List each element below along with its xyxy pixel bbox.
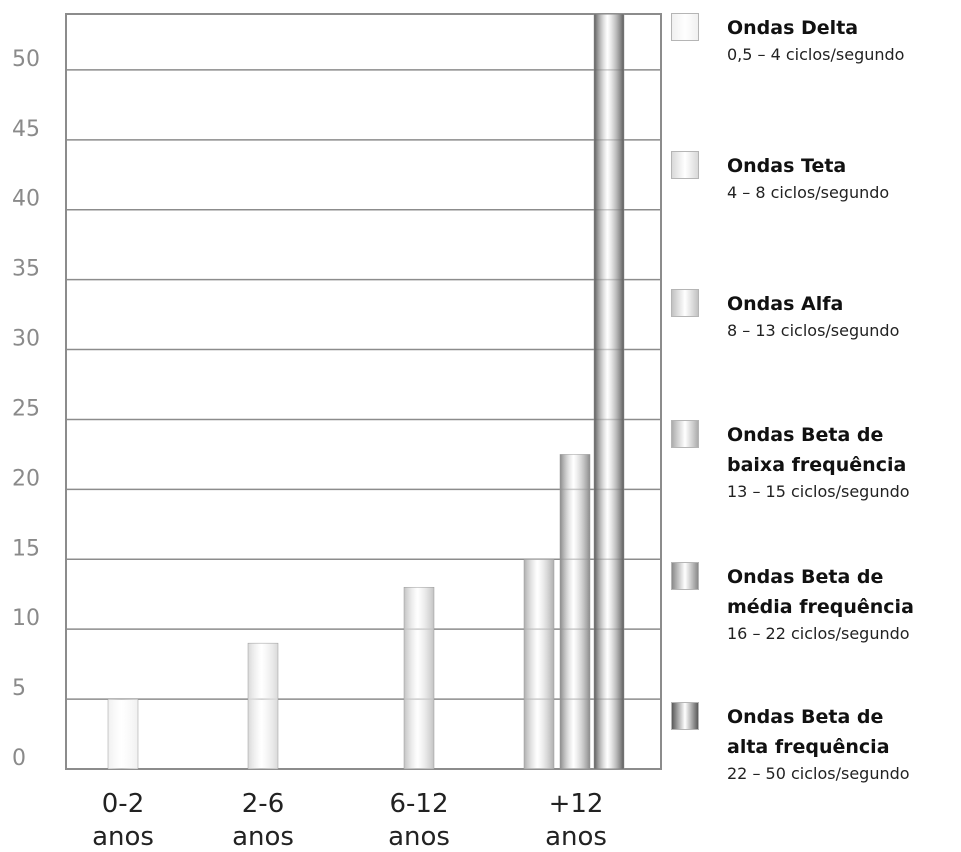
legend-swatch xyxy=(671,151,699,179)
legend-item: Ondas Beta de baixa frequência 13 – 15 cic… xyxy=(671,420,961,501)
legend-name-line: alta frequência xyxy=(727,736,890,758)
legend-swatch xyxy=(671,420,699,448)
legend-swatch xyxy=(671,289,699,317)
bar xyxy=(107,698,139,770)
legend-frequency-range: 8 – 13 ciclos/segundo xyxy=(727,321,900,340)
legend-name-line: Ondas Teta xyxy=(727,155,847,177)
legend-series-name: Ondas Teta xyxy=(727,151,957,181)
legend-frequency-range: 4 – 8 ciclos/segundo xyxy=(727,183,890,202)
legend-swatch xyxy=(671,562,699,590)
grid-layer: 0 5 10 15 20 25 30 35 40 45 50 xyxy=(12,13,662,771)
x-tick-label-unit: anos xyxy=(545,822,607,852)
legend-name-line: Ondas Beta de xyxy=(727,424,884,446)
x-tick-label: 6-12 xyxy=(389,789,448,819)
bar-layer xyxy=(107,13,625,770)
plot-frame xyxy=(65,13,662,770)
y-tick-label: 15 xyxy=(12,536,40,561)
legend-name-line: Ondas Delta xyxy=(727,17,859,39)
bar xyxy=(523,559,555,770)
bar xyxy=(593,13,625,770)
legend-name-line: Ondas Beta de xyxy=(727,566,884,588)
legend-item: Ondas Alfa 8 – 13 ciclos/segundo xyxy=(671,289,961,369)
y-tick-label: 30 xyxy=(12,327,40,352)
y-tick-label: 20 xyxy=(12,466,40,491)
legend-series-name: Ondas Beta de alta frequência xyxy=(727,702,957,762)
x-tick-label-unit: anos xyxy=(232,822,294,852)
x-tick-label: 2-6 xyxy=(242,789,284,819)
legend-series-name: Ondas Beta de baixa frequência xyxy=(727,420,957,480)
y-tick-label: 10 xyxy=(12,606,40,631)
legend-frequency-range: 0,5 – 4 ciclos/segundo xyxy=(727,45,905,64)
y-tick-label: 5 xyxy=(12,676,26,701)
legend-frequency-range: 16 – 22 ciclos/segundo xyxy=(727,624,910,643)
x-tick-label: 0-2 xyxy=(102,789,144,819)
x-tick-label-unit: anos xyxy=(92,822,154,852)
legend-series-name: Ondas Beta de média frequência xyxy=(727,562,957,622)
bar xyxy=(247,642,279,770)
legend-item: Ondas Beta de alta frequência 22 – 50 cicl… xyxy=(671,702,961,783)
legend-name-line: Ondas Alfa xyxy=(727,293,844,315)
y-tick-label: 40 xyxy=(12,187,40,212)
y-tick-label: 45 xyxy=(12,117,40,142)
y-tick-label: 0 xyxy=(12,746,26,771)
y-tick-label: 25 xyxy=(12,396,40,421)
x-tick-label: +12 xyxy=(549,789,604,819)
y-tick-label: 35 xyxy=(12,257,40,282)
bar xyxy=(559,454,591,770)
bar xyxy=(403,586,435,770)
legend-series-name: Ondas Alfa xyxy=(727,289,957,319)
legend-item: Ondas Beta de média frequência 16 – 22 cic… xyxy=(671,562,961,643)
legend-swatch xyxy=(671,13,699,41)
legend-swatch xyxy=(671,702,699,730)
legend-frequency-range: 22 – 50 ciclos/segundo xyxy=(727,764,910,783)
legend-name-line: Ondas Beta de xyxy=(727,706,884,728)
legend-series-name: Ondas Delta xyxy=(727,13,957,43)
legend-item: Ondas Delta 0,5 – 4 ciclos/segundo xyxy=(671,13,961,93)
legend-name-line: baixa frequência xyxy=(727,454,907,476)
x-tick-label-unit: anos xyxy=(388,822,450,852)
y-tick-label: 50 xyxy=(12,47,40,72)
legend-name-line: média frequência xyxy=(727,596,914,618)
legend-item: Ondas Teta 4 – 8 ciclos/segundo xyxy=(671,151,961,231)
legend-frequency-range: 13 – 15 ciclos/segundo xyxy=(727,482,910,501)
